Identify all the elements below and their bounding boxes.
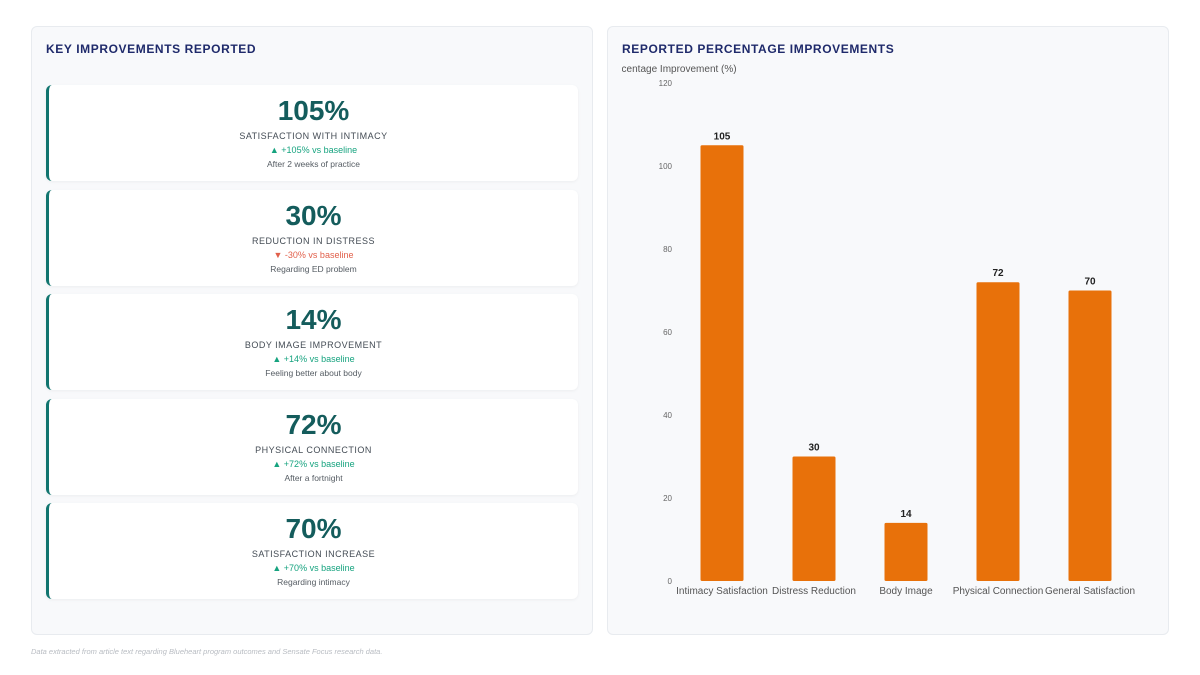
metric-card: 70% SATISFACTION INCREASE ▲ +70% vs base… — [46, 503, 578, 599]
metric-delta: ▼ -30% vs baseline — [273, 250, 354, 260]
metric-value: 72% — [285, 409, 342, 440]
y-tick-label: 120 — [659, 79, 673, 88]
bar-chart: Percentage Improvement (%) 0 20 40 60 80 100 12… — [608, 64, 1135, 597]
key-improvements-panel: KEY IMPROVEMENTS REPORTED 105% SATISFACT… — [31, 26, 593, 635]
y-tick-label: 40 — [663, 411, 672, 420]
metric-delta: ▲ +70% vs baseline — [272, 563, 355, 573]
data-label: 72 — [992, 268, 1004, 279]
metric-delta: ▲ +105% vs baseline — [269, 145, 358, 155]
metric-note: Regarding intimacy — [277, 577, 350, 587]
y-tick-label: 0 — [668, 577, 673, 586]
x-tick-label: Distress Reduction — [772, 586, 856, 597]
metric-value: 105% — [277, 95, 350, 126]
metric-value: 14% — [285, 304, 342, 335]
source-footnote: Data extracted from article text regardi… — [31, 647, 383, 656]
metric-label: SATISFACTION WITH INTIMACY — [239, 131, 388, 141]
metric-value: 70% — [285, 513, 342, 544]
x-tick-label: Body Image — [879, 586, 933, 597]
data-label: 14 — [900, 509, 912, 520]
y-tick-label: 60 — [663, 328, 672, 337]
metric-note: Regarding ED problem — [270, 264, 357, 274]
metric-card: 105% SATISFACTION WITH INTIMACY ▲ +105% … — [46, 85, 578, 181]
chart-title: REPORTED PERCENTAGE IMPROVEMENTS — [622, 42, 895, 56]
metric-label: REDUCTION IN DISTRESS — [251, 236, 375, 246]
metric-card: 30% REDUCTION IN DISTRESS ▼ -30% vs base… — [46, 190, 578, 286]
x-tick-label: Physical Connection — [953, 586, 1044, 597]
key-improvements-title: KEY IMPROVEMENTS REPORTED — [46, 42, 257, 56]
data-label: 70 — [1084, 277, 1096, 288]
y-tick-label: 100 — [659, 162, 673, 171]
metric-card: 14% BODY IMAGE IMPROVEMENT ▲ +14% vs bas… — [46, 294, 578, 390]
bar — [700, 145, 744, 581]
y-axis-label: Percentage Improvement (%) — [608, 64, 737, 75]
y-tick-label: 20 — [663, 494, 672, 503]
metric-delta: ▲ +72% vs baseline — [272, 459, 355, 469]
metric-label: SATISFACTION INCREASE — [251, 549, 376, 559]
bar — [792, 456, 836, 581]
metric-value: 30% — [285, 200, 342, 231]
x-tick-label: Intimacy Satisfaction — [676, 586, 768, 597]
metric-card: 72% PHYSICAL CONNECTION ▲ +72% vs baseli… — [46, 399, 578, 495]
chart-panel: REPORTED PERCENTAGE IMPROVEMENTS Percent… — [607, 26, 1169, 635]
metric-note: Feeling better about body — [265, 368, 362, 378]
bar — [1068, 290, 1112, 581]
metric-delta: ▲ +14% vs baseline — [272, 354, 355, 364]
x-tick-label: General Satisfaction — [1045, 586, 1135, 597]
data-label: 30 — [808, 443, 820, 454]
data-label: 105 — [714, 131, 731, 142]
metric-note: After 2 weeks of practice — [266, 159, 361, 169]
bar — [976, 282, 1020, 581]
metric-label: BODY IMAGE IMPROVEMENT — [244, 340, 383, 350]
bar — [884, 522, 928, 581]
metric-note: After a fortnight — [284, 473, 343, 483]
y-tick-label: 80 — [663, 245, 672, 254]
metric-label: PHYSICAL CONNECTION — [255, 445, 372, 455]
